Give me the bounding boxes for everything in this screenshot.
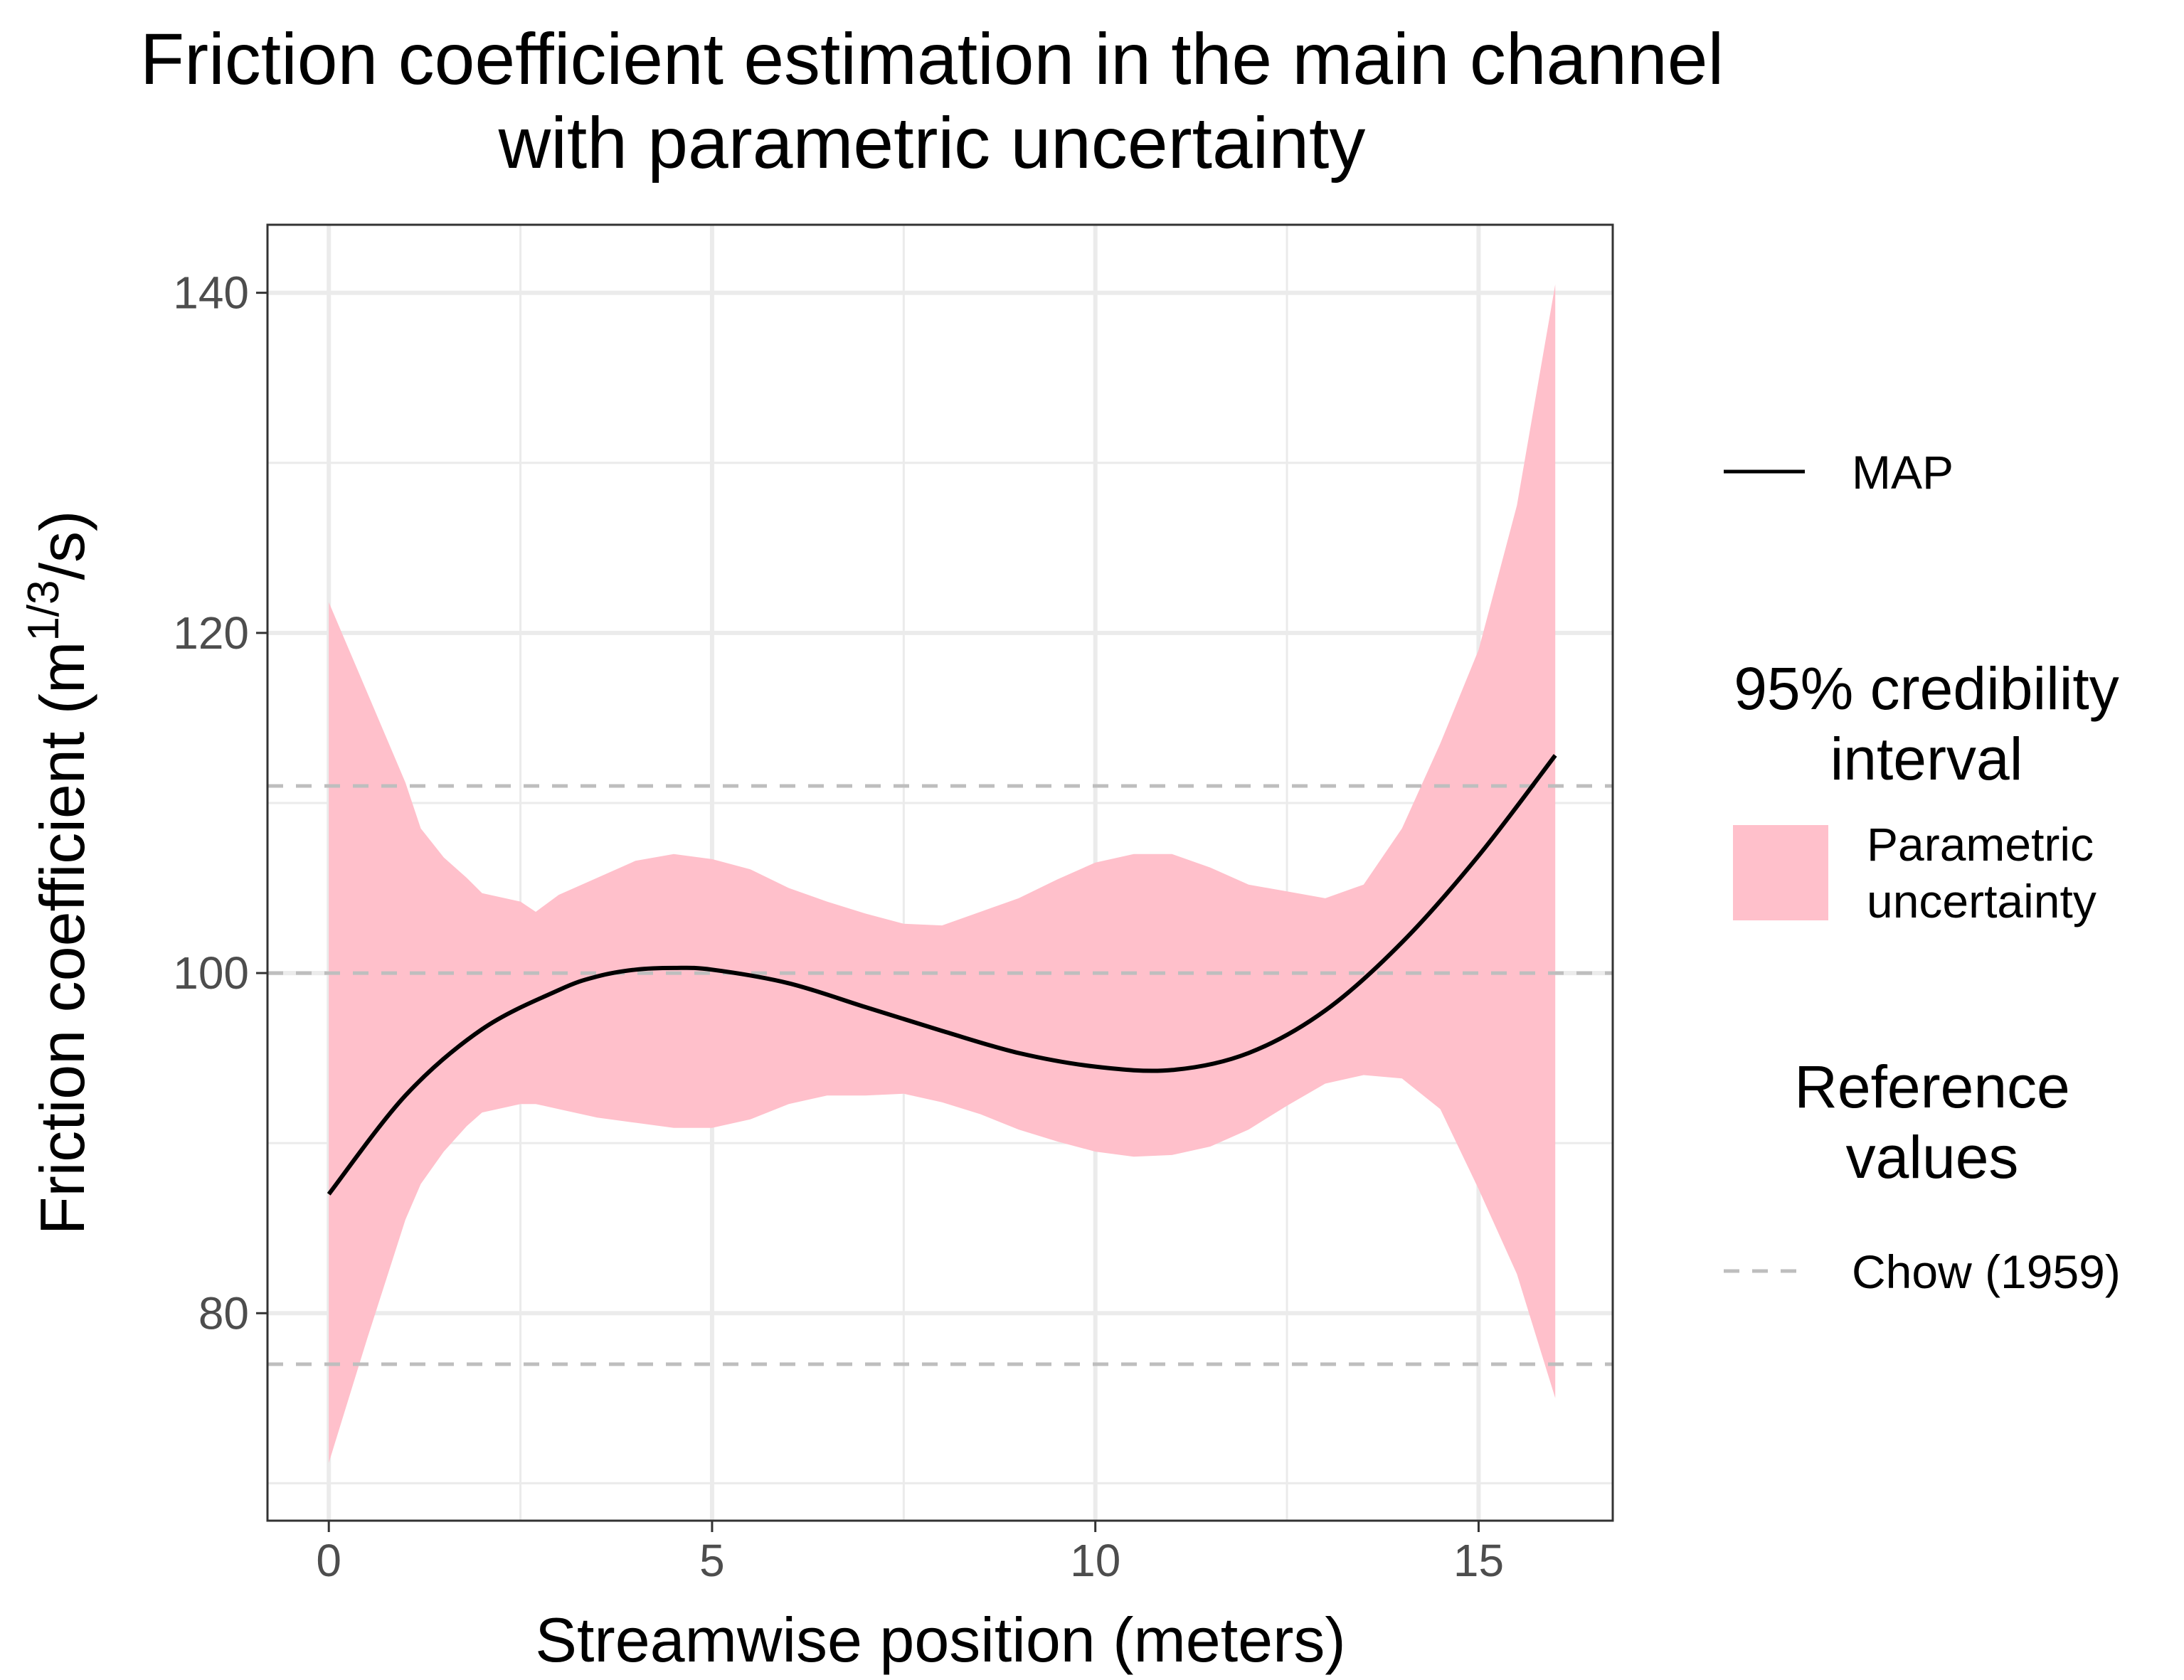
y-axis-title-tail: /s): [27, 511, 97, 580]
reference-lines-layer: [267, 784, 1613, 1366]
legend-band-title-line-2: interval: [1830, 725, 2023, 792]
x-tick-label: 15: [1453, 1535, 1504, 1586]
legend-ref-title-line-2: values: [1846, 1124, 2019, 1191]
legend-band-title-line-1: 95% credibility: [1734, 655, 2119, 722]
legend-ref-label: Chow (1959): [1852, 1245, 2121, 1298]
y-tick-label: 120: [173, 607, 249, 659]
y-axis-title-base: Friction coefficient (m: [27, 642, 97, 1235]
legend-band-label-line-2: uncertainty: [1867, 875, 2096, 927]
legend-band-label-line-1: Parametric: [1867, 818, 2094, 871]
legend-ref-title-line-1: Reference: [1794, 1053, 2070, 1120]
legend: MAP 95% credibility interval Parametric …: [1724, 446, 2121, 1298]
chart-title-line-1: Friction coefficient estimation in the m…: [140, 18, 1724, 100]
y-axis-title: Friction coefficient (m1/3/s): [19, 511, 97, 1235]
plot-panel-border: [266, 223, 1614, 1522]
map-line-layer: [327, 754, 1557, 1196]
chart-title: Friction coefficient estimation in the m…: [140, 18, 1724, 184]
x-tick-label: 10: [1070, 1535, 1120, 1586]
y-tick-label: 100: [173, 947, 249, 999]
legend-band-key: [1733, 825, 1828, 920]
y-tick-label: 80: [198, 1287, 249, 1339]
x-tick-label: 5: [699, 1535, 725, 1586]
axis-ticks: 0 5 10 15 80 100 120 140: [173, 267, 1504, 1586]
y-axis-title-superscript: 1/3: [19, 580, 68, 641]
minor-gridlines: [267, 225, 1613, 1521]
legend-map-label: MAP: [1852, 446, 1954, 499]
chart-title-line-2: with parametric uncertainty: [498, 102, 1366, 184]
x-tick-label: 0: [316, 1535, 341, 1586]
x-axis-title: Streamwise position (meters): [535, 1605, 1345, 1675]
map-line: [327, 754, 1557, 1196]
y-tick-label: 140: [173, 267, 249, 319]
